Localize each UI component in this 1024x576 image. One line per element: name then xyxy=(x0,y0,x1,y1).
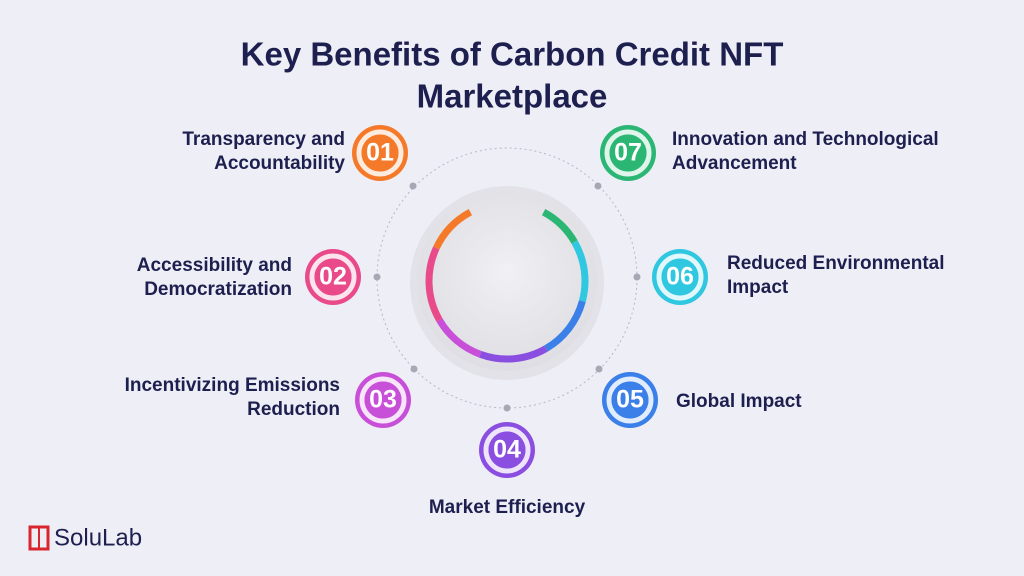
ring-arc xyxy=(479,345,548,363)
ring-arc xyxy=(433,209,473,250)
badge-ring xyxy=(604,129,652,177)
item-label: Innovation and Technological xyxy=(672,129,939,150)
item-label: Transparency and xyxy=(182,129,345,150)
connector-dot xyxy=(633,273,641,281)
ring-arc xyxy=(425,246,443,322)
badge-ring xyxy=(606,376,654,424)
badge-ring xyxy=(356,129,404,177)
badge-ring xyxy=(359,376,407,424)
badge-inner xyxy=(361,134,399,172)
badge-number: 06 xyxy=(666,263,694,291)
item-label: Accessibility and xyxy=(137,255,292,276)
logo: SoluLab xyxy=(28,524,142,551)
badge-number: 07 xyxy=(614,139,642,167)
badge-number: 03 xyxy=(369,386,397,414)
badge-inner xyxy=(661,258,699,296)
badge-number: 04 xyxy=(493,436,521,464)
badge-inner xyxy=(364,381,402,419)
item-label: Democratization xyxy=(144,279,292,300)
badge-number: 01 xyxy=(366,139,394,167)
title-line: Marketplace xyxy=(417,78,608,115)
connector-dot xyxy=(409,182,417,190)
item-label: Incentivizing Emissions xyxy=(125,375,340,396)
item-label: Reduced Environmental xyxy=(727,253,945,274)
badge-inner xyxy=(609,134,647,172)
connector-dot xyxy=(410,365,418,373)
ring-arc xyxy=(544,300,586,352)
item-label: Advancement xyxy=(672,153,797,174)
connector-dot xyxy=(503,404,511,412)
badge-ring xyxy=(309,253,357,301)
item-label: Global Impact xyxy=(676,391,802,412)
item-label: Impact xyxy=(727,277,789,298)
badge-inner xyxy=(611,381,649,419)
ring-arc xyxy=(541,209,578,244)
badge-ring xyxy=(483,426,531,474)
brand-name: SoluLab xyxy=(54,524,142,551)
badge-number: 05 xyxy=(616,386,644,414)
item-label: Market Efficiency xyxy=(429,497,586,518)
connector-dot xyxy=(594,182,602,190)
badge-inner xyxy=(314,258,352,296)
connector-dot xyxy=(373,273,381,281)
connector-dot xyxy=(595,365,603,373)
inner-circle xyxy=(417,191,597,371)
badge-ring xyxy=(656,253,704,301)
item-label: Accountability xyxy=(214,153,345,174)
badge-number: 02 xyxy=(319,263,347,291)
ring-arc xyxy=(571,240,589,303)
title-line: Key Benefits of Carbon Credit NFT xyxy=(241,36,784,73)
ring-arc xyxy=(436,318,482,358)
item-label: Reduction xyxy=(247,399,340,420)
badge-inner xyxy=(488,431,526,469)
